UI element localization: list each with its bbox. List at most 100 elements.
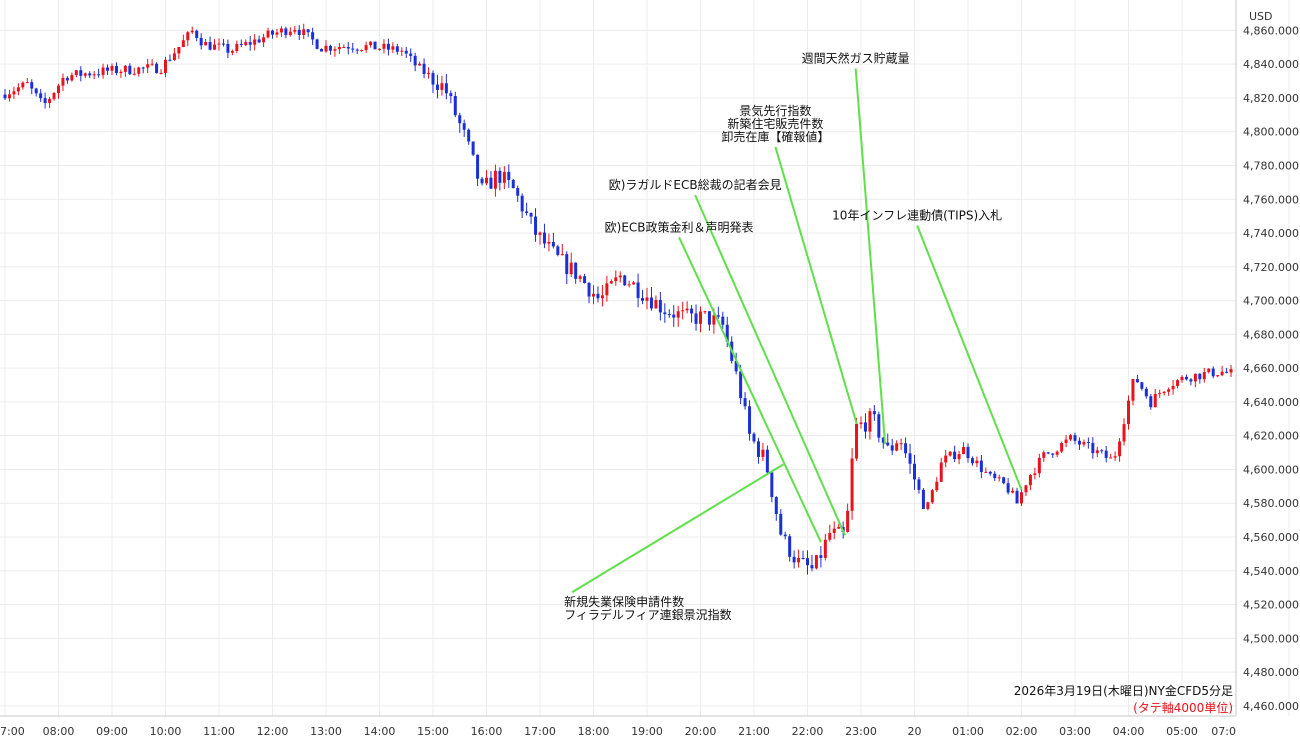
candle <box>516 185 520 202</box>
candle <box>155 62 159 74</box>
candle <box>1006 478 1010 495</box>
annotation-label: フィラデルフィア連銀景況指数 <box>564 607 732 622</box>
candle <box>253 34 257 51</box>
y-tick-label: 4,860.000 <box>1243 24 1299 37</box>
candle <box>467 128 471 145</box>
candle <box>471 141 475 157</box>
candle <box>114 62 118 76</box>
candle <box>106 64 110 75</box>
candle <box>1162 391 1166 396</box>
candle <box>525 202 529 216</box>
candle <box>819 546 823 568</box>
candle <box>797 549 801 568</box>
candle <box>444 73 448 100</box>
candle <box>507 164 511 188</box>
candle <box>208 36 212 51</box>
candle <box>672 305 676 327</box>
candle <box>1104 445 1108 463</box>
candle <box>146 58 150 74</box>
candle <box>1011 487 1015 494</box>
x-tick-label: 02:00 <box>1006 725 1038 738</box>
candle <box>70 72 74 82</box>
candle <box>1002 476 1006 485</box>
candle <box>186 31 190 47</box>
candle <box>846 503 850 533</box>
candle <box>128 63 132 76</box>
x-tick-label: 10:00 <box>150 725 182 738</box>
candle <box>333 46 337 57</box>
y-tick-label: 4,640.000 <box>1243 396 1299 409</box>
candle <box>458 112 462 133</box>
x-tick-label: 23:00 <box>845 725 877 738</box>
candle <box>618 271 622 283</box>
candle <box>1064 434 1068 448</box>
candle <box>150 59 154 66</box>
y-tick-label: 4,580.000 <box>1243 497 1299 510</box>
candle <box>1028 474 1032 491</box>
candle <box>828 524 832 542</box>
candle <box>382 39 386 54</box>
candle <box>859 416 863 429</box>
candle <box>123 65 127 77</box>
candle <box>485 170 488 186</box>
candle <box>1220 365 1224 377</box>
candle <box>542 223 546 249</box>
candle <box>1207 368 1211 374</box>
candle <box>1109 453 1113 459</box>
x-tick-label: 13:00 <box>310 725 342 738</box>
y-tick-label: 4,520.000 <box>1243 599 1299 612</box>
candle <box>957 450 961 465</box>
annotation-label: 景気先行指数 <box>739 103 811 118</box>
candle <box>645 287 649 310</box>
candle <box>1202 367 1206 383</box>
candle <box>306 29 310 37</box>
candle <box>266 27 270 39</box>
x-tick-label: 05:00 <box>1166 725 1198 738</box>
candle <box>716 306 720 319</box>
candle <box>944 449 948 468</box>
candle <box>248 36 252 51</box>
currency-label: USD <box>1249 10 1273 23</box>
candle <box>351 42 355 53</box>
candle <box>386 38 390 56</box>
candle <box>1229 364 1233 377</box>
candle <box>364 41 368 53</box>
x-tick-label: 03:00 <box>1059 725 1091 738</box>
candle <box>239 39 243 48</box>
candle <box>1082 439 1086 447</box>
time-axis[interactable]: 7:00 08:00 09:00 10:00 11:00 12:00 13:00 14:00 1… <box>0 725 1236 738</box>
y-tick-label: 4,700.000 <box>1243 295 1299 308</box>
candle <box>395 43 399 55</box>
candle <box>632 281 636 285</box>
y-tick-label: 4,600.000 <box>1243 463 1299 476</box>
candle <box>57 83 60 99</box>
candle <box>346 42 350 55</box>
candle <box>422 58 426 79</box>
annotation-label: 卸売在庫【確報値】 <box>721 129 829 144</box>
candle <box>190 26 194 34</box>
candle <box>48 96 52 109</box>
candle <box>1131 378 1135 406</box>
annotation-label: 10年インフレ連動債(TIPS)入札 <box>832 208 1002 223</box>
candle <box>1069 434 1073 442</box>
candle <box>1144 386 1148 399</box>
candle <box>489 171 493 189</box>
candle <box>12 86 16 99</box>
candle <box>1184 374 1188 381</box>
candle <box>538 231 542 245</box>
candle <box>743 392 747 410</box>
candle <box>25 77 29 84</box>
candle <box>435 74 439 99</box>
price-axis[interactable]: 4,860.000 4,840.000 4,820.000 4,800.000 4,78… <box>1243 24 1299 712</box>
y-tick-label: 4,480.000 <box>1243 666 1299 679</box>
candle <box>556 244 560 257</box>
annotation-label: 週間天然ガス貯蔵量 <box>802 50 910 65</box>
candle <box>886 433 890 447</box>
candle <box>823 533 827 561</box>
candle <box>1024 484 1028 497</box>
candle <box>685 301 689 314</box>
candle <box>1198 373 1202 384</box>
